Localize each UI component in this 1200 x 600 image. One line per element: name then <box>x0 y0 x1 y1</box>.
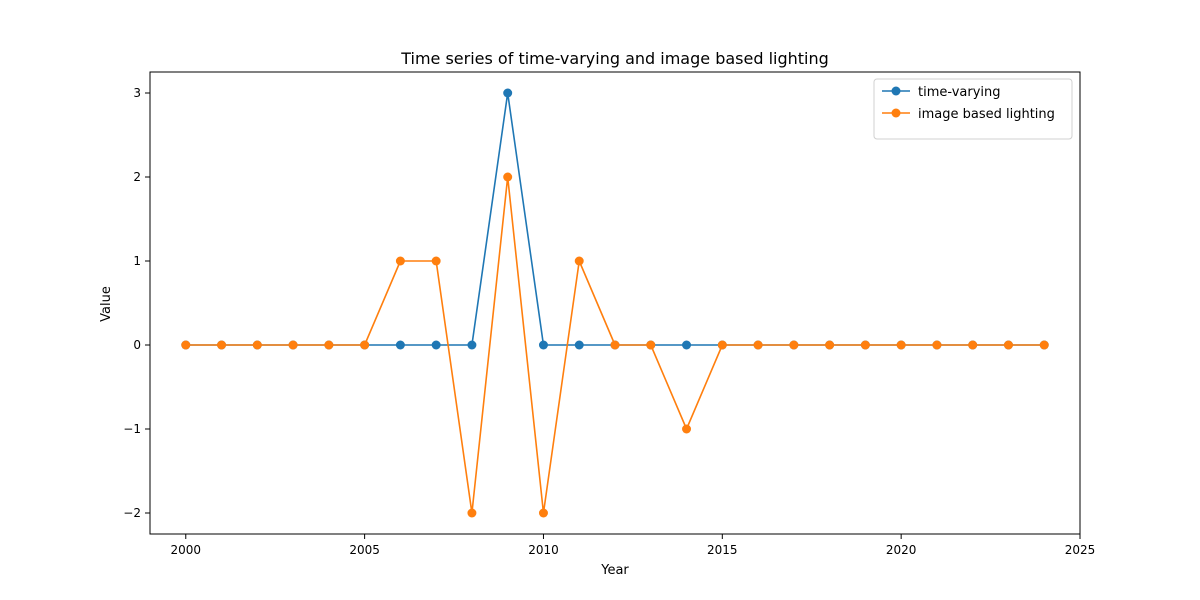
series-1-point <box>682 340 692 350</box>
y-tick-label: −2 <box>123 506 141 520</box>
series-2-point <box>181 340 191 350</box>
series-2-point <box>252 340 262 350</box>
legend-marker-2 <box>891 108 901 118</box>
legend: time-varying image based lighting <box>873 78 1073 140</box>
plot-area: 2000 2005 2010 2015 2020 2025 −2 −1 0 1 2 3 time-var… <box>123 71 1096 557</box>
series-2-point <box>360 340 370 350</box>
y-tick-label: 2 <box>133 170 141 184</box>
series-2-point <box>789 340 799 350</box>
y-axis-title: Value <box>99 286 114 322</box>
y-tick-label: 1 <box>133 254 141 268</box>
x-axis-title: Year <box>600 563 629 578</box>
x-tick-label: 2015 <box>707 543 738 557</box>
series-2-point <box>896 340 906 350</box>
series-1-point <box>431 340 441 350</box>
series-2-point <box>503 172 513 182</box>
series-2-point <box>825 340 835 350</box>
series-2-point <box>324 340 334 350</box>
series-2-point <box>682 424 692 434</box>
y-tick-label: −1 <box>123 422 141 436</box>
plot-frame <box>149 71 1081 535</box>
series-1-point <box>574 340 584 350</box>
series-2-point <box>431 256 441 266</box>
y-tick-label: 3 <box>133 86 141 100</box>
x-tick-label: 2010 <box>528 543 559 557</box>
series-2-point <box>646 340 656 350</box>
series-2-point <box>860 340 870 350</box>
x-tick-label: 2005 <box>349 543 380 557</box>
series-2-point <box>395 256 405 266</box>
series-1-point <box>503 88 513 98</box>
series-1-point <box>467 340 477 350</box>
legend-box <box>873 78 1073 140</box>
chart-title: Time series of time-varying and image ba… <box>400 49 829 68</box>
series-2-point <box>288 340 298 350</box>
x-tick-label: 2000 <box>170 543 201 557</box>
series-2-point <box>717 340 727 350</box>
legend-label-2: image based lighting <box>918 107 1055 122</box>
series-1-point <box>395 340 405 350</box>
series-2-point <box>1003 340 1013 350</box>
x-tick-label: 2020 <box>886 543 917 557</box>
series-1-point <box>538 340 548 350</box>
series-2-point <box>932 340 942 350</box>
y-tick-label: 0 <box>133 338 141 352</box>
series-2-point <box>574 256 584 266</box>
series-2-point <box>1039 340 1049 350</box>
series-2-point <box>538 508 548 518</box>
x-tick-label: 2025 <box>1065 543 1096 557</box>
series-2-point <box>217 340 227 350</box>
series-2-point <box>610 340 620 350</box>
series-2-point <box>467 508 477 518</box>
legend-marker-1 <box>891 86 901 96</box>
series-2-point <box>968 340 978 350</box>
series-2-point <box>753 340 763 350</box>
legend-label-1: time-varying <box>918 85 1001 100</box>
